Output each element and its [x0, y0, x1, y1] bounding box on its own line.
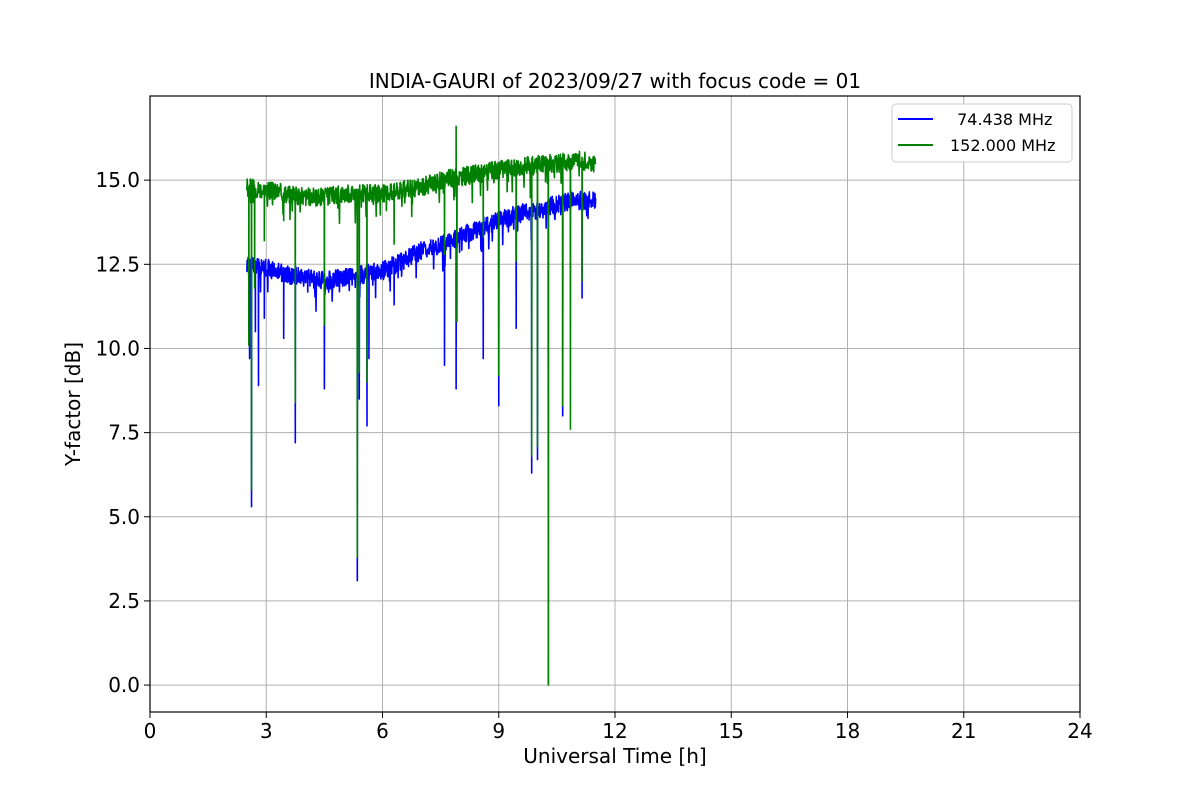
- x-tick-label-3: 9: [492, 719, 505, 743]
- legend: 74.438 MHz 152.000 MHz: [891, 103, 1073, 163]
- x-tick-label-5: 15: [719, 719, 744, 743]
- legend-label-series-2: 152.000 MHz: [950, 136, 1055, 155]
- y-tick-label-2: 5.0: [108, 505, 140, 529]
- y-tick-label-4: 10.0: [95, 336, 140, 360]
- y-tick-label-5: 12.5: [95, 252, 140, 276]
- x-axis-label: Universal Time [h]: [523, 744, 706, 768]
- series-line-2: [246, 125, 597, 686]
- legend-label-series-1: 74.438 MHz: [952, 110, 1052, 129]
- y-tick-label-0: 0.0: [108, 673, 140, 697]
- x-tick-label-4: 12: [602, 719, 627, 743]
- x-tick-label-1: 3: [260, 719, 273, 743]
- y-tick-label-3: 7.5: [108, 421, 140, 445]
- y-tick-label-6: 15.0: [95, 168, 140, 192]
- x-tick-label-8: 24: [1067, 719, 1092, 743]
- legend-box: [891, 103, 1073, 163]
- y-tick-label-1: 2.5: [108, 589, 140, 613]
- x-tick-label-6: 18: [835, 719, 860, 743]
- chart-title: INDIA-GAURI of 2023/09/27 with focus cod…: [369, 69, 861, 93]
- ticks: 0 3 6 9 12 15 18 21 24 0.0 2.5 5.0 7.5 10.0 12.5 15.0: [95, 168, 1092, 743]
- series-layer: [246, 125, 597, 686]
- x-tick-label-0: 0: [144, 719, 157, 743]
- x-tick-label-2: 6: [376, 719, 389, 743]
- y-axis-label: Y-factor [dB]: [61, 342, 85, 467]
- x-tick-label-7: 21: [951, 719, 976, 743]
